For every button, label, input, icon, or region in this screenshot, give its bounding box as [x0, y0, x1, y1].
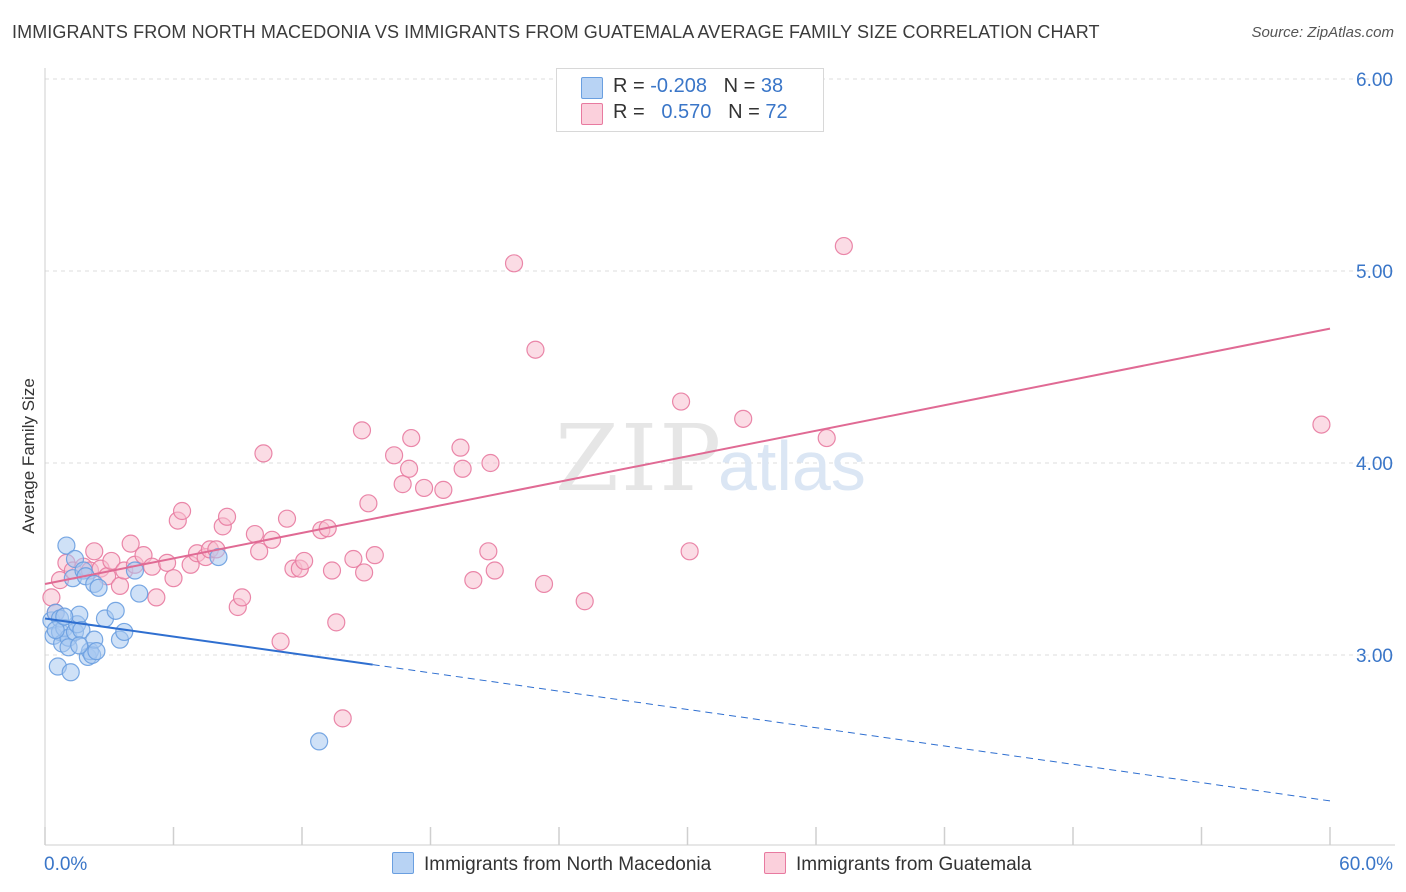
point-macedonia: [57, 536, 76, 555]
y-tick-label: 5.00: [1356, 262, 1393, 283]
point-guatemala: [399, 459, 419, 478]
point-guatemala: [464, 571, 483, 590]
point-guatemala: [327, 613, 346, 632]
legend-r-value-2: 0.570: [661, 101, 712, 123]
point-macedonia: [115, 622, 134, 642]
point-guatemala: [164, 569, 183, 588]
point-guatemala: [575, 592, 594, 611]
trend-line-macedonia: [44, 617, 373, 666]
legend-swatch-pink: [581, 103, 603, 125]
point-guatemala: [121, 534, 140, 553]
trend-lines: [44, 327, 1331, 802]
point-guatemala: [359, 494, 378, 513]
gridlines: [45, 78, 1395, 656]
x-tick-label-max: 60.0%: [1339, 854, 1393, 875]
legend-r-label: R =: [613, 75, 645, 97]
legend-swatch-blue: [581, 77, 603, 99]
legend-n-label: N =: [728, 101, 760, 123]
point-guatemala: [1312, 415, 1331, 434]
axes: [44, 68, 1395, 846]
point-macedonia: [46, 620, 65, 640]
point-guatemala: [504, 254, 524, 273]
point-macedonia: [87, 642, 106, 661]
point-guatemala: [295, 551, 314, 571]
point-macedonia: [70, 605, 89, 624]
point-guatemala: [434, 480, 453, 499]
watermark-atlas: atlas: [718, 427, 866, 505]
point-guatemala: [172, 501, 192, 521]
point-guatemala: [277, 509, 297, 528]
legend-n-value-1: 38: [760, 75, 784, 97]
point-macedonia: [130, 584, 149, 603]
point-guatemala: [817, 428, 836, 448]
point-guatemala: [352, 421, 372, 440]
tick-labels: 3.00 4.00 5.00 6.00 0.0% 60.0%: [44, 70, 1393, 875]
point-guatemala: [344, 549, 363, 569]
trend-line-macedonia-projection: [372, 664, 1331, 802]
point-guatemala: [680, 542, 699, 561]
point-guatemala: [453, 459, 472, 478]
y-tick-label: 3.00: [1356, 646, 1393, 667]
watermark-zip: ZIP: [555, 405, 723, 512]
point-guatemala: [365, 546, 384, 565]
bottom-legend-macedonia: Immigrants from North Macedonia: [392, 852, 711, 876]
point-guatemala: [232, 588, 252, 607]
legend-r-label: R =: [613, 101, 645, 123]
point-guatemala: [526, 340, 545, 359]
point-guatemala: [254, 444, 273, 463]
point-guatemala: [485, 561, 504, 580]
point-guatemala: [250, 542, 269, 561]
bottom-legend-label-guatemala: Immigrants from Guatemala: [796, 854, 1032, 875]
legend-n-label: N =: [723, 75, 756, 97]
point-guatemala: [322, 561, 342, 580]
point-macedonia: [61, 663, 80, 682]
correlation-legend: R = -0.208 N = 38 R = 0.570 N = 72: [556, 68, 824, 132]
trend-line-guatemala: [44, 327, 1331, 585]
bottom-legend-guatemala: Immigrants from Guatemala: [764, 852, 1031, 876]
y-axis-label: Average Family Size: [19, 378, 38, 534]
point-guatemala: [245, 524, 264, 544]
point-guatemala: [451, 438, 470, 457]
point-guatemala: [384, 446, 404, 465]
chart-title: IMMIGRANTS FROM NORTH MACEDONIA VS IMMIG…: [12, 22, 1100, 42]
point-guatemala: [271, 632, 290, 651]
point-macedonia: [106, 601, 125, 620]
point-guatemala: [671, 392, 691, 411]
point-guatemala: [414, 478, 434, 498]
point-guatemala: [333, 709, 352, 728]
y-tick-label: 4.00: [1356, 454, 1393, 475]
source-label: Source: ZipAtlas.com: [1251, 24, 1394, 41]
legend-n-value-2: 72: [765, 101, 788, 123]
point-guatemala: [110, 576, 130, 595]
point-guatemala: [355, 563, 374, 582]
point-macedonia: [89, 578, 108, 597]
point-guatemala: [734, 409, 753, 428]
point-guatemala: [402, 428, 421, 448]
point-guatemala: [147, 588, 166, 607]
point-guatemala: [42, 588, 61, 607]
point-guatemala: [85, 542, 104, 561]
point-guatemala: [102, 551, 121, 571]
point-guatemala: [481, 453, 500, 473]
point-guatemala: [393, 475, 412, 494]
x-tick-label-min: 0.0%: [44, 854, 87, 875]
point-guatemala: [157, 553, 177, 572]
point-macedonia: [70, 636, 89, 655]
bottom-legend-swatch-blue: [392, 852, 414, 874]
bottom-legend-label-macedonia: Immigrants from North Macedonia: [424, 854, 712, 875]
data-points: [42, 236, 1331, 751]
point-guatemala: [534, 574, 554, 594]
point-guatemala: [479, 542, 498, 561]
point-guatemala: [834, 236, 853, 256]
point-guatemala: [217, 507, 237, 526]
point-macedonia: [310, 732, 329, 751]
bottom-legend-swatch-pink: [764, 852, 786, 874]
legend-r-value-1: -0.208: [650, 75, 707, 97]
y-tick-label: 6.00: [1356, 70, 1393, 91]
